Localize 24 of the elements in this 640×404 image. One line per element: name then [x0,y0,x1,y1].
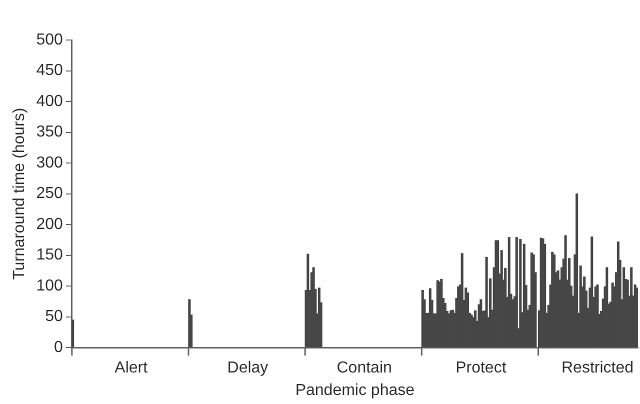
x-axis-title: Pandemic phase [295,382,415,399]
bar [515,237,518,348]
y-tick-label: 400 [36,92,63,110]
bar [576,193,578,348]
x-tick-label: Alert [114,360,148,377]
y-tick-label: 200 [36,216,63,233]
x-tick-label: Protect [456,360,507,377]
y-tick-label: 50 [45,308,63,326]
bar [590,236,594,348]
bar [519,238,522,348]
x-tick-label: Delay [227,360,268,377]
bar [72,320,74,348]
y-tick-label: 250 [36,185,63,202]
y-tick-label: 150 [36,246,63,264]
y-tick-label: 300 [36,154,63,172]
y-tick-label: 500 [36,31,63,48]
y-tick-label: 0 [54,339,63,356]
x-tick-label: Contain [336,360,392,377]
y-tick-label: 100 [36,277,63,294]
y-tick-label: 350 [36,124,63,141]
y-tick-label: 450 [36,62,63,80]
y-axis-title: Turnaround time (hours) [11,108,28,280]
bar [636,288,638,348]
x-tick-label: Restricted [561,360,634,377]
